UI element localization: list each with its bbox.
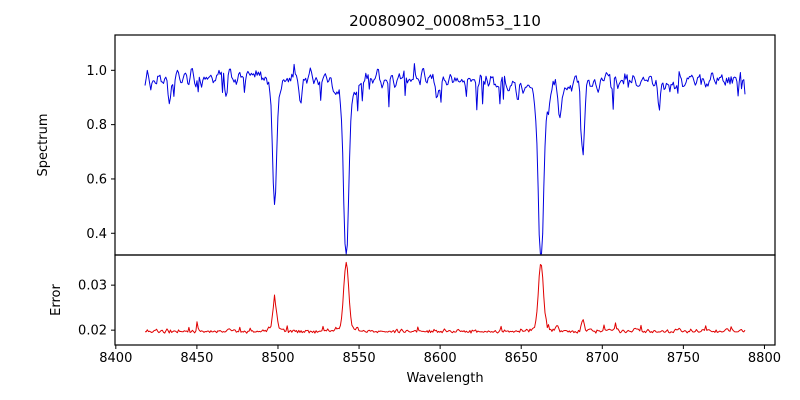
spectrum-panel-border (114, 34, 776, 256)
x-tick-label: 8550 (343, 351, 376, 366)
x-tick-label: 8750 (667, 351, 700, 366)
x-tick-label: 8500 (261, 351, 294, 366)
y-tick-label: 0.02 (78, 324, 107, 339)
x-tick-label: 8700 (586, 351, 619, 366)
error-line (144, 261, 746, 334)
error-y-axis-ticks: 0.02 0.03 (78, 279, 115, 339)
x-tick-label: 8400 (99, 351, 132, 366)
spectrum-y-axis-label: Spectrum (36, 114, 51, 177)
series-layer (144, 63, 746, 334)
y-tick-label: 0.03 (78, 279, 107, 294)
x-tick-label: 8450 (180, 351, 213, 366)
x-tick-label: 8600 (424, 351, 457, 366)
x-axis-ticks: 8400 8450 8500 8550 8600 8650 8700 8750 8800 (99, 345, 781, 366)
spectrum-line (144, 63, 746, 255)
x-tick-label: 8650 (505, 351, 538, 366)
y-tick-label: 1.0 (86, 64, 107, 79)
x-axis-label: Wavelength (406, 371, 483, 386)
x-tick-label: 8800 (748, 351, 781, 366)
y-tick-label: 0.8 (86, 118, 107, 133)
error-y-axis-label: Error (49, 284, 64, 316)
error-panel-border (114, 254, 776, 346)
spectrum-y-axis-ticks: 0.4 0.6 0.8 1.0 (86, 64, 115, 242)
plot-title: 20080902_0008m53_110 (349, 12, 541, 31)
y-tick-label: 0.4 (86, 227, 107, 242)
y-tick-label: 0.6 (86, 172, 107, 187)
